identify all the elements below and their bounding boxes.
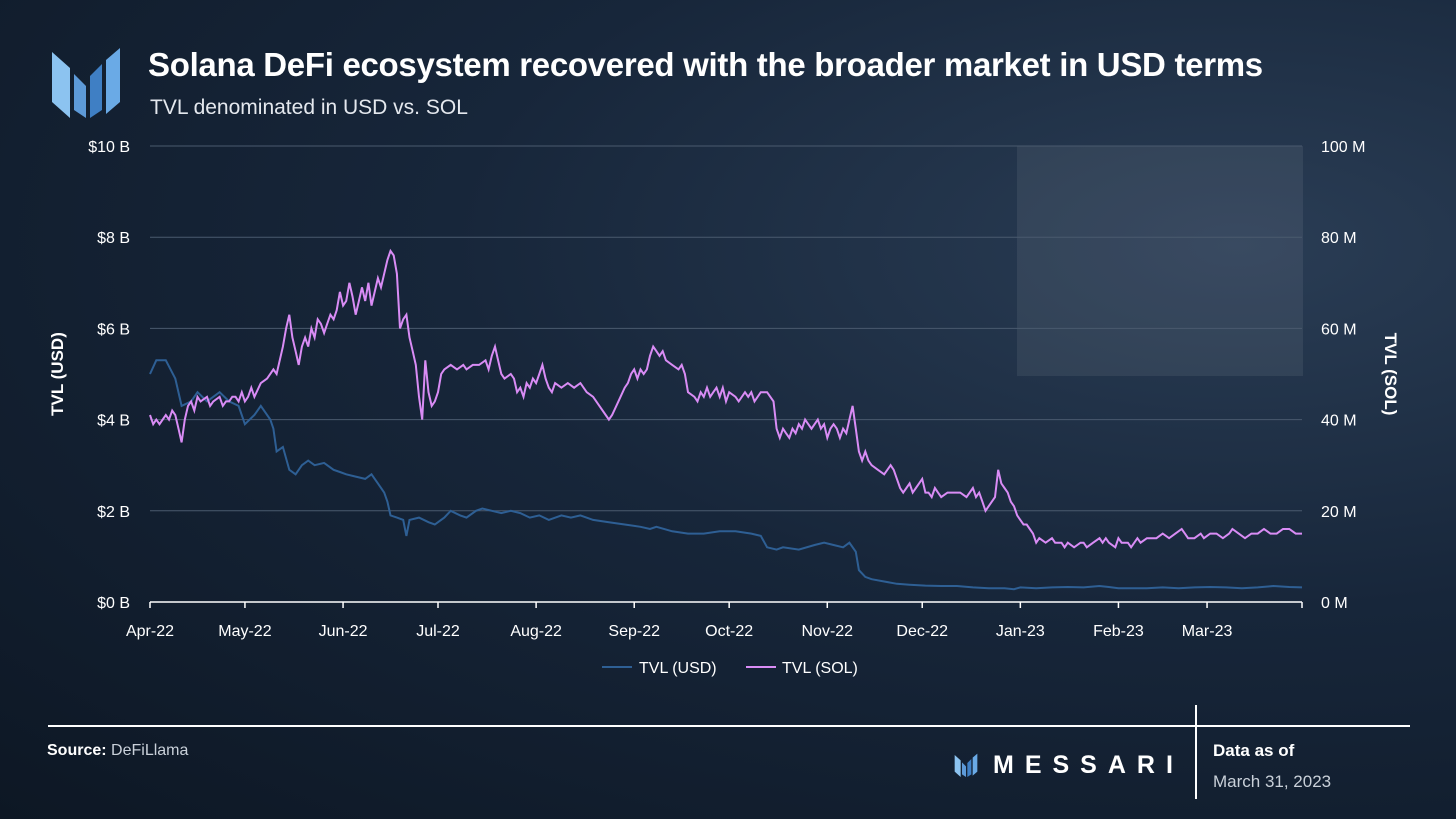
y-right-tick-label: 60 M — [1321, 321, 1357, 338]
brand-name: MESSARI — [993, 750, 1184, 779]
x-tick-label: Dec-22 — [896, 623, 948, 640]
y-left-tick-label: $2 B — [97, 504, 130, 521]
series-line-tvl-usd — [149, 359, 1303, 591]
chart-subtitle: TVL denominated in USD vs. SOL — [150, 96, 468, 119]
y-right-tick-label: 100 M — [1321, 139, 1365, 156]
series-line-tvl-sol — [149, 248, 1302, 550]
x-tick-label: May-22 — [218, 623, 271, 640]
messari-small-logo-icon — [954, 753, 978, 777]
source-value: DeFiLlama — [111, 742, 189, 759]
y-axis-left-label: TVL (USD) — [48, 332, 67, 416]
x-tick-label: Oct-22 — [705, 623, 753, 640]
x-tick-label: Mar-23 — [1182, 623, 1233, 640]
y-left-tick-label: $8 B — [97, 230, 130, 247]
messari-brand: MESSARI — [953, 750, 1184, 780]
legend: TVL (USD) TVL (SOL) — [602, 660, 858, 677]
x-tick-label: Jun-22 — [319, 623, 368, 640]
y-axis-right-label: TVL (SOL) — [1381, 333, 1400, 416]
x-tick-label: Apr-22 — [126, 623, 174, 640]
legend-label-sol: TVL (SOL) — [782, 660, 858, 677]
y-right-tick-label: 40 M — [1321, 413, 1357, 430]
y-right-tick-label: 20 M — [1321, 504, 1357, 521]
footer-divider — [48, 725, 1410, 727]
y-left-tick-label: $0 B — [97, 595, 130, 612]
x-tick-label: Feb-23 — [1093, 623, 1144, 640]
as-of-date: March 31, 2023 — [1213, 772, 1332, 791]
chart-title: Solana DeFi ecosystem recovered with the… — [148, 46, 1263, 83]
y-right-tick-label: 80 M — [1321, 230, 1357, 247]
x-tick-label: Jul-22 — [416, 623, 460, 640]
footer-vertical-divider — [1195, 705, 1197, 799]
legend-label-usd: TVL (USD) — [639, 660, 717, 677]
source-label: Source: — [47, 742, 107, 759]
source-note: Source: DeFiLlama — [47, 742, 188, 760]
x-tick-label: Jan-23 — [996, 623, 1045, 640]
y-left-tick-label: $6 B — [97, 321, 130, 338]
highlight-band — [1017, 146, 1303, 376]
y-left-tick-label: $10 B — [88, 139, 130, 156]
y-left-tick-label: $4 B — [97, 413, 130, 430]
x-tick-label: Aug-22 — [510, 623, 562, 640]
x-tick-label: Nov-22 — [801, 623, 853, 640]
as-of-label: Data as of — [1213, 741, 1295, 760]
x-tick-label: Sep-22 — [608, 623, 660, 640]
messari-logo-icon — [52, 48, 120, 118]
y-right-tick-label: 0 M — [1321, 595, 1348, 612]
